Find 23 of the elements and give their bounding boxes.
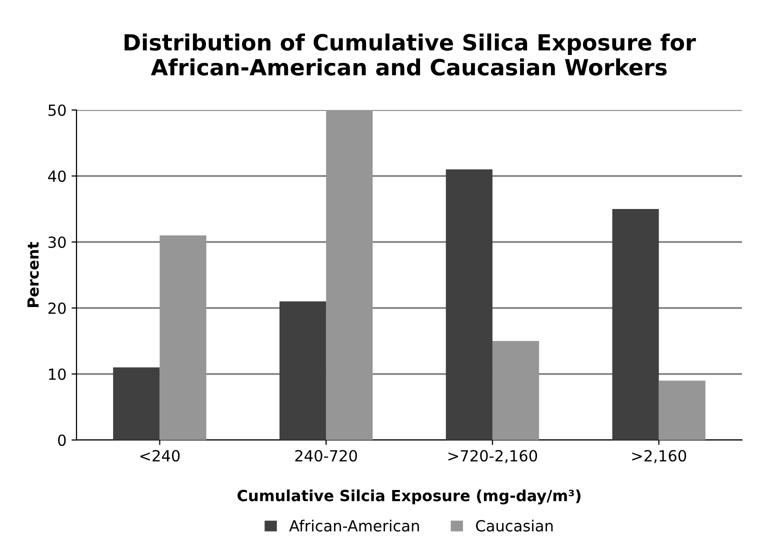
y-tick-label: 40 [48, 170, 66, 182]
bar [326, 110, 373, 440]
bar [446, 169, 492, 440]
x-axis-title: Cumulative Silcia Exposure (mg-day/m³) [238, 490, 580, 504]
x-tick-label: <240 [140, 450, 180, 462]
legend-label: Caucasian [476, 520, 553, 532]
bar [279, 301, 326, 440]
bar [113, 367, 160, 440]
x-tick-label: 240-720 [295, 450, 357, 462]
legend-label: African-American [289, 520, 419, 532]
bar [612, 209, 659, 440]
y-tick-label: 30 [48, 236, 66, 248]
y-axis-title: Percent [27, 242, 39, 307]
bar [492, 341, 540, 440]
x-tick-label: >720-2,160 [448, 450, 538, 464]
bar [160, 235, 206, 440]
y-tick-label: 20 [48, 302, 66, 314]
y-tick-label: 50 [48, 104, 66, 116]
y-tick-label: 0 [58, 434, 66, 446]
bar [658, 380, 706, 440]
chart-title: Distribution of Cumulative Silica Exposure for African-American and Caucasian Workers [124, 34, 696, 76]
y-tick-label: 10 [49, 368, 66, 380]
x-tick-label: >2,160 [632, 450, 686, 464]
